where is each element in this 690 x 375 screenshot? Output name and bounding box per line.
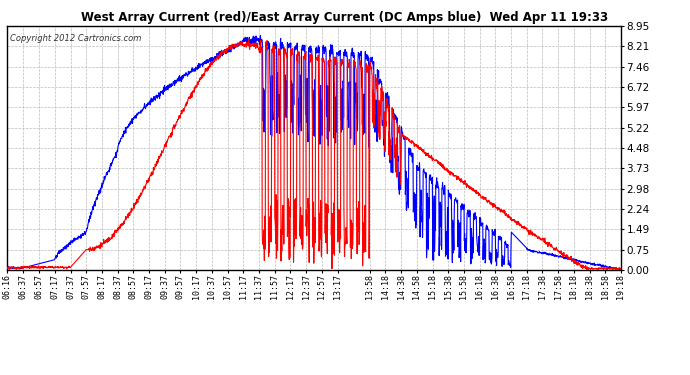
Text: West Array Current (red)/East Array Current (DC Amps blue)  Wed Apr 11 19:33: West Array Current (red)/East Array Curr… <box>81 11 609 24</box>
Text: Copyright 2012 Cartronics.com: Copyright 2012 Cartronics.com <box>10 34 141 43</box>
